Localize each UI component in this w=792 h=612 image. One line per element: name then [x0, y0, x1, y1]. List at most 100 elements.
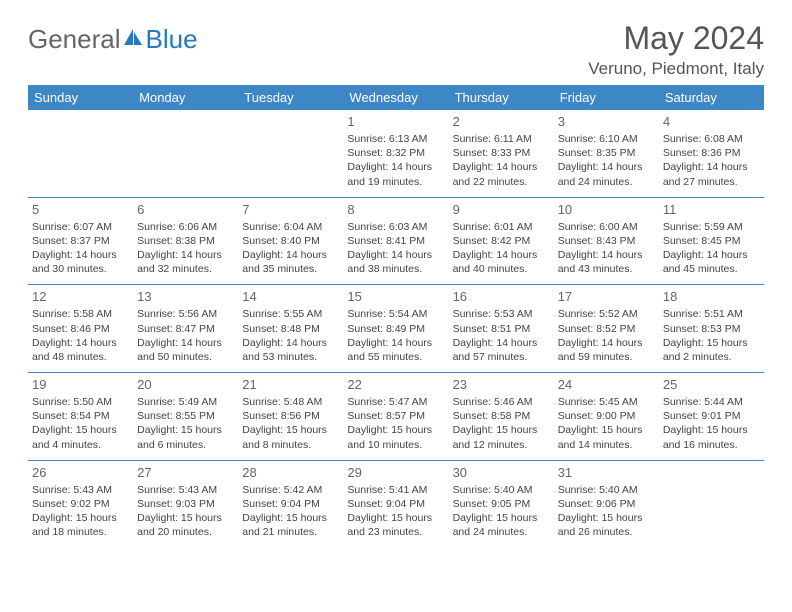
day-details: Sunrise: 5:47 AMSunset: 8:57 PMDaylight:…	[347, 395, 444, 452]
weekday-header: Thursday	[449, 85, 554, 110]
calendar-cell: 22 Sunrise: 5:47 AMSunset: 8:57 PMDayligh…	[343, 373, 448, 461]
calendar-cell: 30 Sunrise: 5:40 AMSunset: 9:05 PMDayligh…	[449, 460, 554, 547]
day-number: 25	[663, 377, 760, 392]
calendar-cell: 27 Sunrise: 5:43 AMSunset: 9:03 PMDayligh…	[133, 460, 238, 547]
day-number: 14	[242, 289, 339, 304]
calendar-body: 1Sunrise: 6:13 AMSunset: 8:32 PMDaylight…	[28, 110, 764, 547]
day-details: Sunrise: 5:53 AMSunset: 8:51 PMDaylight:…	[453, 307, 550, 364]
calendar-cell: 12 Sunrise: 5:58 AMSunset: 8:46 PMDayligh…	[28, 285, 133, 373]
day-number: 21	[242, 377, 339, 392]
calendar-cell: 15 Sunrise: 5:54 AMSunset: 8:49 PMDayligh…	[343, 285, 448, 373]
day-details: Sunrise: 5:42 AMSunset: 9:04 PMDaylight:…	[242, 483, 339, 540]
day-number: 9	[453, 202, 550, 217]
day-number: 10	[558, 202, 655, 217]
calendar-table: SundayMondayTuesdayWednesdayThursdayFrid…	[28, 85, 764, 547]
day-number: 6	[137, 202, 234, 217]
day-details: Sunrise: 6:13 AMSunset: 8:32 PMDaylight:…	[347, 132, 444, 189]
calendar-cell: 3 Sunrise: 6:10 AMSunset: 8:35 PMDaylight…	[554, 110, 659, 197]
day-details: Sunrise: 5:43 AMSunset: 9:02 PMDaylight:…	[32, 483, 129, 540]
day-details: Sunrise: 5:40 AMSunset: 9:06 PMDaylight:…	[558, 483, 655, 540]
calendar-header-row: SundayMondayTuesdayWednesdayThursdayFrid…	[28, 85, 764, 110]
calendar-cell: 13 Sunrise: 5:56 AMSunset: 8:47 PMDayligh…	[133, 285, 238, 373]
calendar-cell: 26 Sunrise: 5:43 AMSunset: 9:02 PMDayligh…	[28, 460, 133, 547]
calendar-cell: 1Sunrise: 6:13 AMSunset: 8:32 PMDaylight…	[343, 110, 448, 197]
title-block: May 2024 Veruno, Piedmont, Italy	[588, 20, 764, 79]
calendar-row: 5Sunrise: 6:07 AMSunset: 8:37 PMDaylight…	[28, 197, 764, 285]
calendar-cell: 16 Sunrise: 5:53 AMSunset: 8:51 PMDayligh…	[449, 285, 554, 373]
day-number: 30	[453, 465, 550, 480]
day-details: Sunrise: 5:44 AMSunset: 9:01 PMDaylight:…	[663, 395, 760, 452]
weekday-header: Sunday	[28, 85, 133, 110]
day-number: 11	[663, 202, 760, 217]
sail-icon	[121, 24, 146, 55]
page-header: General Blue May 2024 Veruno, Piedmont, …	[28, 20, 764, 79]
calendar-cell: 7 Sunrise: 6:04 AMSunset: 8:40 PMDaylight…	[238, 197, 343, 285]
day-number: 12	[32, 289, 129, 304]
day-number: 29	[347, 465, 444, 480]
day-details: Sunrise: 5:59 AMSunset: 8:45 PMDaylight:…	[663, 220, 760, 277]
day-number: 22	[347, 377, 444, 392]
day-details: Sunrise: 6:03 AMSunset: 8:41 PMDaylight:…	[347, 220, 444, 277]
weekday-header: Friday	[554, 85, 659, 110]
calendar-cell	[28, 110, 133, 197]
day-details: Sunrise: 5:41 AMSunset: 9:04 PMDaylight:…	[347, 483, 444, 540]
calendar-cell: 8Sunrise: 6:03 AMSunset: 8:41 PMDaylight…	[343, 197, 448, 285]
weekday-header: Wednesday	[343, 85, 448, 110]
calendar-cell: 6Sunrise: 6:06 AMSunset: 8:38 PMDaylight…	[133, 197, 238, 285]
calendar-cell: 28 Sunrise: 5:42 AMSunset: 9:04 PMDayligh…	[238, 460, 343, 547]
calendar-cell	[238, 110, 343, 197]
day-details: Sunrise: 6:11 AMSunset: 8:33 PMDaylight:…	[453, 132, 550, 189]
day-number: 27	[137, 465, 234, 480]
day-details: Sunrise: 5:49 AMSunset: 8:55 PMDaylight:…	[137, 395, 234, 452]
day-number: 28	[242, 465, 339, 480]
day-details: Sunrise: 5:55 AMSunset: 8:48 PMDaylight:…	[242, 307, 339, 364]
brand-logo: General Blue	[28, 20, 198, 55]
day-number: 13	[137, 289, 234, 304]
calendar-cell: 4Sunrise: 6:08 AMSunset: 8:36 PMDaylight…	[659, 110, 764, 197]
calendar-cell: 21Sunrise: 5:48 AMSunset: 8:56 PMDayligh…	[238, 373, 343, 461]
day-number: 2	[453, 114, 550, 129]
day-details: Sunrise: 5:43 AMSunset: 9:03 PMDaylight:…	[137, 483, 234, 540]
day-number: 15	[347, 289, 444, 304]
day-number: 7	[242, 202, 339, 217]
day-details: Sunrise: 5:58 AMSunset: 8:46 PMDaylight:…	[32, 307, 129, 364]
day-number: 24	[558, 377, 655, 392]
day-details: Sunrise: 5:56 AMSunset: 8:47 PMDaylight:…	[137, 307, 234, 364]
weekday-header: Saturday	[659, 85, 764, 110]
day-number: 16	[453, 289, 550, 304]
day-number: 26	[32, 465, 129, 480]
day-details: Sunrise: 6:10 AMSunset: 8:35 PMDaylight:…	[558, 132, 655, 189]
calendar-cell	[659, 460, 764, 547]
calendar-cell: 2 Sunrise: 6:11 AMSunset: 8:33 PMDaylight…	[449, 110, 554, 197]
calendar-row: 12 Sunrise: 5:58 AMSunset: 8:46 PMDayligh…	[28, 285, 764, 373]
calendar-cell: 29 Sunrise: 5:41 AMSunset: 9:04 PMDayligh…	[343, 460, 448, 547]
calendar-cell: 20Sunrise: 5:49 AMSunset: 8:55 PMDayligh…	[133, 373, 238, 461]
day-number: 4	[663, 114, 760, 129]
calendar-cell: 19Sunrise: 5:50 AMSunset: 8:54 PMDayligh…	[28, 373, 133, 461]
day-details: Sunrise: 5:45 AMSunset: 9:00 PMDaylight:…	[558, 395, 655, 452]
day-details: Sunrise: 6:04 AMSunset: 8:40 PMDaylight:…	[242, 220, 339, 277]
calendar-cell: 31Sunrise: 5:40 AMSunset: 9:06 PMDayligh…	[554, 460, 659, 547]
day-details: Sunrise: 6:07 AMSunset: 8:37 PMDaylight:…	[32, 220, 129, 277]
day-number: 3	[558, 114, 655, 129]
calendar-row: 19Sunrise: 5:50 AMSunset: 8:54 PMDayligh…	[28, 373, 764, 461]
brand-part1: General	[28, 24, 121, 55]
calendar-cell: 5Sunrise: 6:07 AMSunset: 8:37 PMDaylight…	[28, 197, 133, 285]
calendar-cell: 24 Sunrise: 5:45 AMSunset: 9:00 PMDayligh…	[554, 373, 659, 461]
day-number: 17	[558, 289, 655, 304]
calendar-cell: 18 Sunrise: 5:51 AMSunset: 8:53 PMDayligh…	[659, 285, 764, 373]
calendar-cell: 17Sunrise: 5:52 AMSunset: 8:52 PMDayligh…	[554, 285, 659, 373]
calendar-cell	[133, 110, 238, 197]
weekday-header: Tuesday	[238, 85, 343, 110]
calendar-cell: 10Sunrise: 6:00 AMSunset: 8:43 PMDayligh…	[554, 197, 659, 285]
day-details: Sunrise: 5:40 AMSunset: 9:05 PMDaylight:…	[453, 483, 550, 540]
calendar-cell: 14 Sunrise: 5:55 AMSunset: 8:48 PMDayligh…	[238, 285, 343, 373]
calendar-cell: 11 Sunrise: 5:59 AMSunset: 8:45 PMDayligh…	[659, 197, 764, 285]
day-number: 18	[663, 289, 760, 304]
day-details: Sunrise: 5:51 AMSunset: 8:53 PMDaylight:…	[663, 307, 760, 364]
weekday-header: Monday	[133, 85, 238, 110]
day-number: 19	[32, 377, 129, 392]
calendar-cell: 25 Sunrise: 5:44 AMSunset: 9:01 PMDayligh…	[659, 373, 764, 461]
day-details: Sunrise: 5:46 AMSunset: 8:58 PMDaylight:…	[453, 395, 550, 452]
day-details: Sunrise: 5:54 AMSunset: 8:49 PMDaylight:…	[347, 307, 444, 364]
